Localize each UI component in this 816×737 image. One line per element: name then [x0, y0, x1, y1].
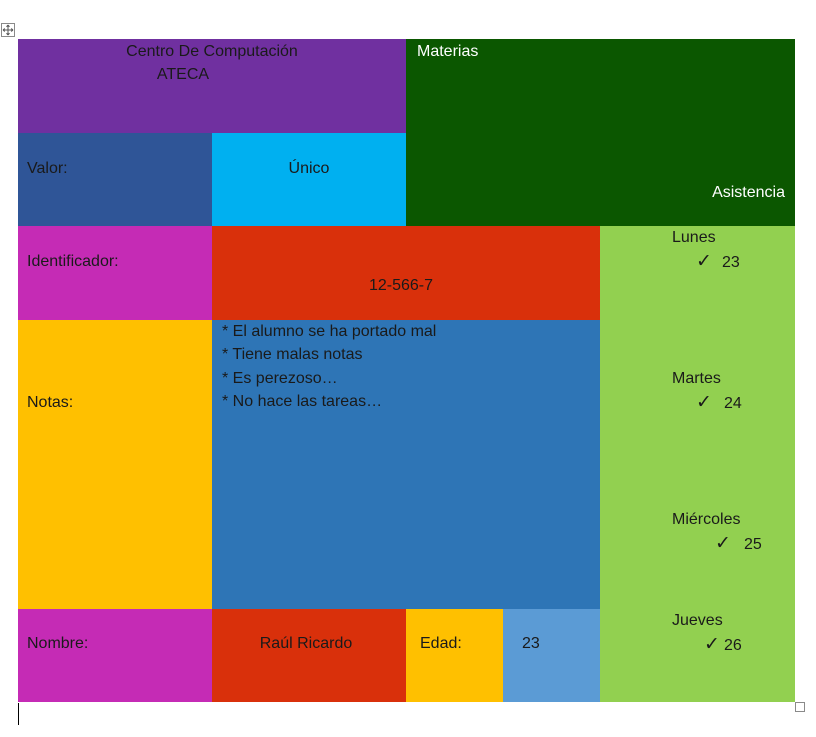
nombre-value: Raúl Ricardo: [259, 635, 353, 652]
notas-label-cell: Notas:: [18, 320, 212, 609]
identificador-value-cell: 12-566-7: [212, 226, 600, 320]
edad-label: Edad:: [420, 635, 462, 652]
nombre-value-cell: Raúl Ricardo: [212, 609, 406, 702]
note-line: * No hace las tareas…: [222, 393, 383, 410]
note-line: * El alumno se ha portado mal: [222, 323, 437, 340]
check-icon: ✓: [704, 634, 720, 655]
check-icon: ✓: [715, 533, 731, 554]
notas-label: Notas:: [27, 394, 74, 411]
edad-label-cell: Edad:: [406, 609, 503, 702]
day-name: Lunes: [672, 229, 716, 246]
center-acronym: ATECA: [156, 66, 210, 83]
note-line: * Es perezoso…: [222, 370, 338, 387]
day-name: Jueves: [672, 612, 723, 629]
edad-value-cell: 23: [503, 609, 600, 702]
identificador-label: Identificador:: [27, 253, 119, 270]
identificador-label-cell: Identificador:: [18, 226, 212, 320]
day-number: 23: [722, 254, 740, 271]
nombre-label: Nombre:: [27, 635, 89, 652]
asistencia-label: Asistencia: [712, 184, 785, 201]
identificador-value: 12-566-7: [368, 277, 434, 294]
center-name: Centro De Computación: [126, 43, 298, 60]
table-move-handle-icon[interactable]: [1, 23, 15, 37]
table-resize-handle-icon[interactable]: [795, 702, 805, 712]
day-name: Miércoles: [672, 511, 741, 528]
note-line: * Tiene malas notas: [222, 346, 363, 363]
day-number: 26: [724, 637, 742, 654]
text-cursor: [18, 703, 19, 725]
day-number: 24: [724, 395, 742, 412]
valor-value: Único: [288, 160, 330, 177]
nombre-label-cell: Nombre:: [18, 609, 212, 702]
materias-cell: Materias Asistencia: [406, 39, 795, 226]
header-center-cell: Centro De Computación ATECA: [18, 39, 406, 133]
notas-content-cell[interactable]: * El alumno se ha portado mal * Tiene ma…: [212, 320, 600, 609]
valor-label: Valor:: [27, 160, 68, 177]
day-name: Martes: [672, 370, 721, 387]
check-icon: ✓: [696, 392, 712, 413]
check-icon: ✓: [696, 251, 712, 272]
asistencia-days-cell: Lunes ✓ 23 Martes ✓ 24 Miércoles ✓ 25 Ju…: [600, 226, 795, 702]
valor-label-cell: Valor:: [18, 133, 212, 226]
day-number: 25: [744, 536, 762, 553]
valor-value-cell: Único: [212, 133, 406, 226]
materias-label: Materias: [417, 43, 479, 60]
edad-value: 23: [522, 635, 540, 652]
